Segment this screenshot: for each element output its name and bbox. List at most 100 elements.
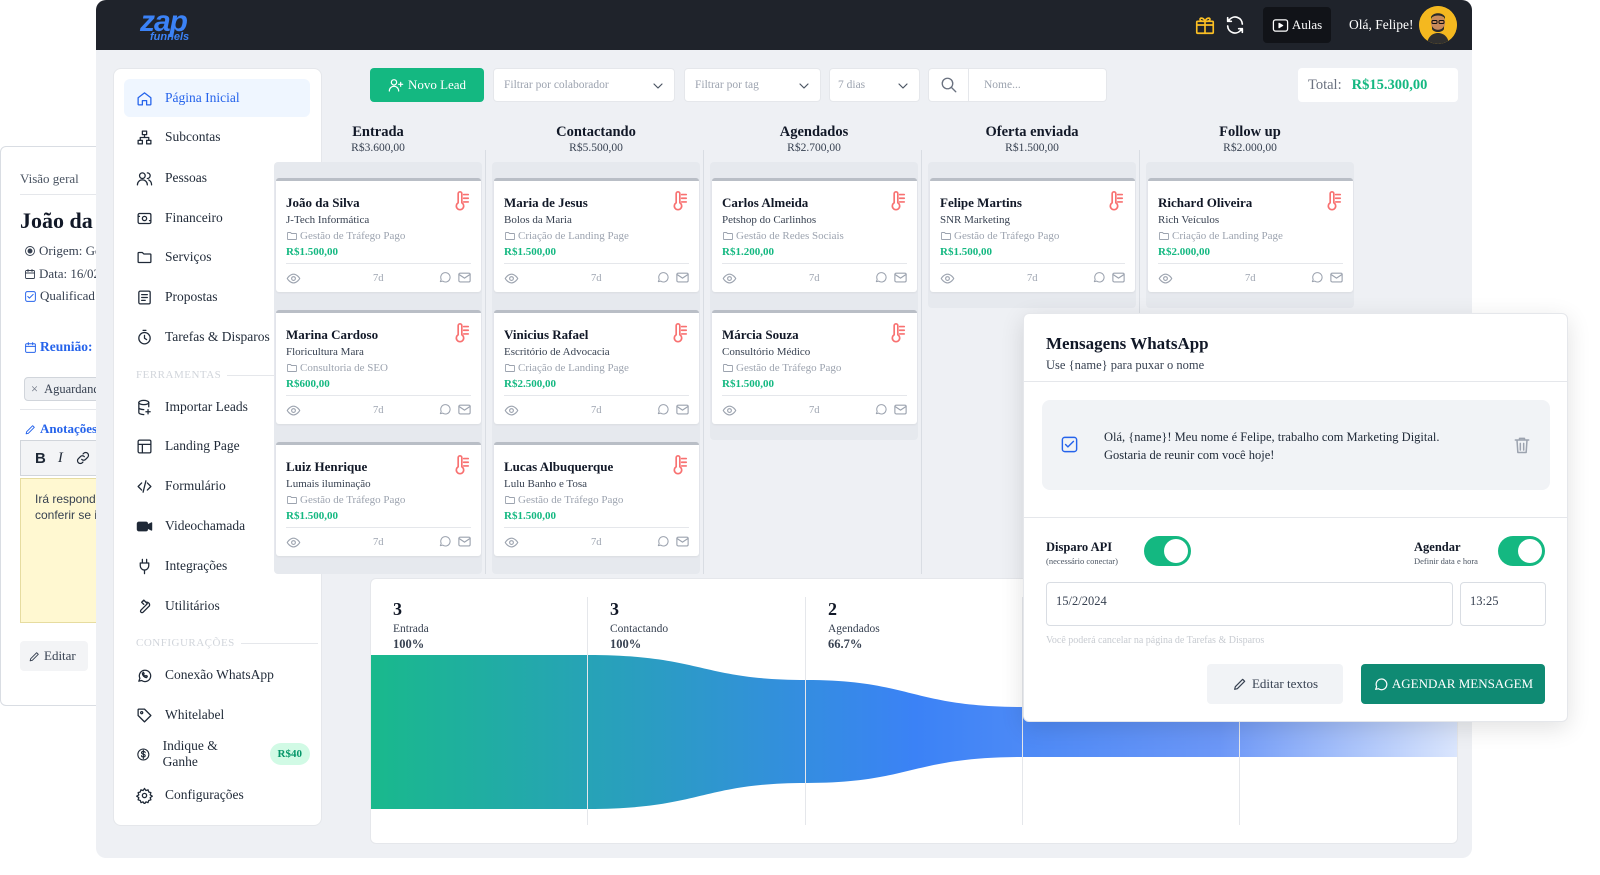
whatsapp-icon[interactable] [438, 402, 452, 416]
schedule-message-button[interactable]: AGENDAR MENSAGEM [1361, 664, 1545, 704]
whatsapp-icon[interactable] [874, 402, 888, 416]
tag-filter-select[interactable]: Filtrar por tag [684, 68, 821, 102]
overview-tab[interactable]: Visão geral [20, 171, 79, 186]
lead-card[interactable]: Vinicius Rafael Escritório de Advocacia Cr… [494, 310, 699, 424]
status-tag-chip[interactable]: × Aguardand [24, 377, 107, 401]
lead-card[interactable]: Felipe Martins SNR Marketing Gestão de Trá… [930, 178, 1135, 292]
service-text: Gestão de Tráfego Pago [300, 494, 406, 506]
thermometer-icon[interactable] [667, 190, 689, 212]
sidebar-item-pagina-inicial[interactable]: Página Inicial [124, 79, 310, 117]
sidebar-item-tarefas-disparos[interactable]: Tarefas & Disparos [124, 318, 310, 356]
sidebar-item-videochamada[interactable]: Videochamada [124, 507, 310, 545]
whatsapp-icon[interactable] [656, 270, 670, 284]
lead-card[interactable]: Maria de Jesus Bolos da Maria Criação de L… [494, 178, 699, 292]
eye-icon[interactable] [722, 403, 737, 418]
lead-card[interactable]: Lucas Albuquerque Lulu Banho e Tosa Gestão… [494, 442, 699, 556]
period-select[interactable]: 7 dias [829, 68, 920, 102]
notes-label: Anotações [24, 421, 97, 437]
whatsapp-icon[interactable] [438, 534, 452, 548]
mail-icon[interactable] [893, 270, 908, 285]
lead-card[interactable]: Marina Cardoso Floricultura Mara Consultor… [276, 310, 481, 424]
search-button[interactable] [929, 69, 969, 101]
remove-tag-icon[interactable]: × [31, 381, 39, 396]
mail-icon[interactable] [457, 534, 472, 549]
thermometer-icon[interactable] [667, 322, 689, 344]
whatsapp-icon[interactable] [438, 270, 452, 284]
checkbox-checked-icon[interactable] [24, 290, 37, 303]
user-avatar[interactable] [1419, 6, 1457, 44]
card-divider [940, 263, 1125, 264]
search-input[interactable]: Nome... [984, 79, 1021, 91]
schedule-toggle[interactable] [1498, 536, 1545, 566]
lead-card[interactable]: Márcia Souza Consultório Médico Gestão de … [712, 310, 917, 424]
sidebar-item-landing-page[interactable]: Landing Page [124, 427, 310, 465]
collaborator-filter-select[interactable]: Filtrar por colaborador [493, 68, 675, 102]
aulas-button[interactable]: Aulas [1263, 7, 1331, 43]
lead-card[interactable]: Luiz Henrique Lumais iluminação Gestão de … [276, 442, 481, 556]
mail-icon[interactable] [675, 402, 690, 417]
eye-icon[interactable] [504, 271, 519, 286]
date-input[interactable]: 15/2/2024 [1046, 582, 1453, 626]
gift-icon[interactable] [1194, 14, 1216, 36]
api-toggle[interactable] [1144, 536, 1191, 566]
sidebar-item-importar-leads[interactable]: Importar Leads [124, 388, 310, 426]
checkbox-checked-icon[interactable] [1060, 435, 1079, 454]
eye-icon[interactable] [286, 535, 301, 550]
edit-button[interactable]: Editar [20, 641, 88, 671]
eye-icon[interactable] [940, 271, 955, 286]
mail-icon[interactable] [675, 270, 690, 285]
link-icon[interactable] [75, 450, 91, 466]
sidebar-item-subcontas[interactable]: Subcontas [124, 118, 310, 156]
thermometer-icon[interactable] [1103, 190, 1125, 212]
thermometer-icon[interactable] [885, 322, 907, 344]
lead-card[interactable]: Richard Oliveira Rich Veículos Criação de … [1148, 178, 1353, 292]
thermometer-icon[interactable] [885, 190, 907, 212]
bold-button[interactable]: B [35, 449, 46, 467]
sidebar-item-servicos[interactable]: Serviços [124, 238, 310, 276]
whatsapp-icon[interactable] [656, 402, 670, 416]
mail-icon[interactable] [457, 270, 472, 285]
qualified-row[interactable]: Qualificad [24, 288, 95, 304]
whatsapp-icon[interactable] [874, 270, 888, 284]
eye-icon[interactable] [722, 271, 737, 286]
zapfunnels-logo[interactable]: zap funnels [140, 7, 189, 44]
message-template-item[interactable]: Olá, {name}! Meu nome é Felipe, trabalho… [1042, 400, 1550, 490]
mail-icon[interactable] [1329, 270, 1344, 285]
refresh-icon[interactable] [1224, 14, 1246, 36]
sidebar-item-formulario[interactable]: Formulário [124, 467, 310, 505]
eye-icon[interactable] [286, 403, 301, 418]
thermometer-icon[interactable] [667, 454, 689, 476]
thermometer-icon[interactable] [449, 322, 471, 344]
mail-icon[interactable] [893, 402, 908, 417]
thermometer-icon[interactable] [1321, 190, 1343, 212]
sidebar-item-propostas[interactable]: Propostas [124, 278, 310, 316]
sidebar-item-indique-ganhe[interactable]: Indique & Ganhe R$40 [124, 735, 310, 773]
eye-icon[interactable] [286, 271, 301, 286]
mail-icon[interactable] [675, 534, 690, 549]
thermometer-icon[interactable] [449, 454, 471, 476]
trash-icon[interactable] [1512, 435, 1532, 455]
sidebar-item-whitelabel[interactable]: Whitelabel [124, 696, 310, 734]
mail-icon[interactable] [1111, 270, 1126, 285]
eye-icon[interactable] [504, 535, 519, 550]
sidebar-item-financeiro[interactable]: Financeiro [124, 199, 310, 237]
edit-texts-button[interactable]: Editar textos [1207, 664, 1343, 704]
eye-icon[interactable] [504, 403, 519, 418]
whatsapp-icon[interactable] [1310, 270, 1324, 284]
lead-card[interactable]: Carlos Almeida Petshop do Carlinhos Gestão… [712, 178, 917, 292]
sidebar-item-configuracoes[interactable]: Configurações [124, 776, 310, 814]
sidebar-item-pessoas[interactable]: Pessoas [124, 159, 310, 197]
whatsapp-icon[interactable] [656, 534, 670, 548]
sidebar-item-conexao-whatsapp[interactable]: Conexão WhatsApp [124, 656, 310, 694]
new-lead-button[interactable]: Novo Lead [370, 68, 484, 102]
time-input[interactable]: 13:25 [1460, 582, 1546, 626]
italic-button[interactable]: I [57, 449, 63, 466]
mail-icon[interactable] [457, 402, 472, 417]
eye-icon[interactable] [1158, 271, 1173, 286]
sidebar-item-utilitarios[interactable]: Utilitários [124, 587, 310, 625]
lead-age: 7d [591, 405, 602, 416]
sidebar-item-integracoes[interactable]: Integrações [124, 547, 310, 585]
lead-card[interactable]: João da Silva J-Tech Informática Gestão de… [276, 178, 481, 292]
whatsapp-icon[interactable] [1092, 270, 1106, 284]
thermometer-icon[interactable] [449, 190, 471, 212]
